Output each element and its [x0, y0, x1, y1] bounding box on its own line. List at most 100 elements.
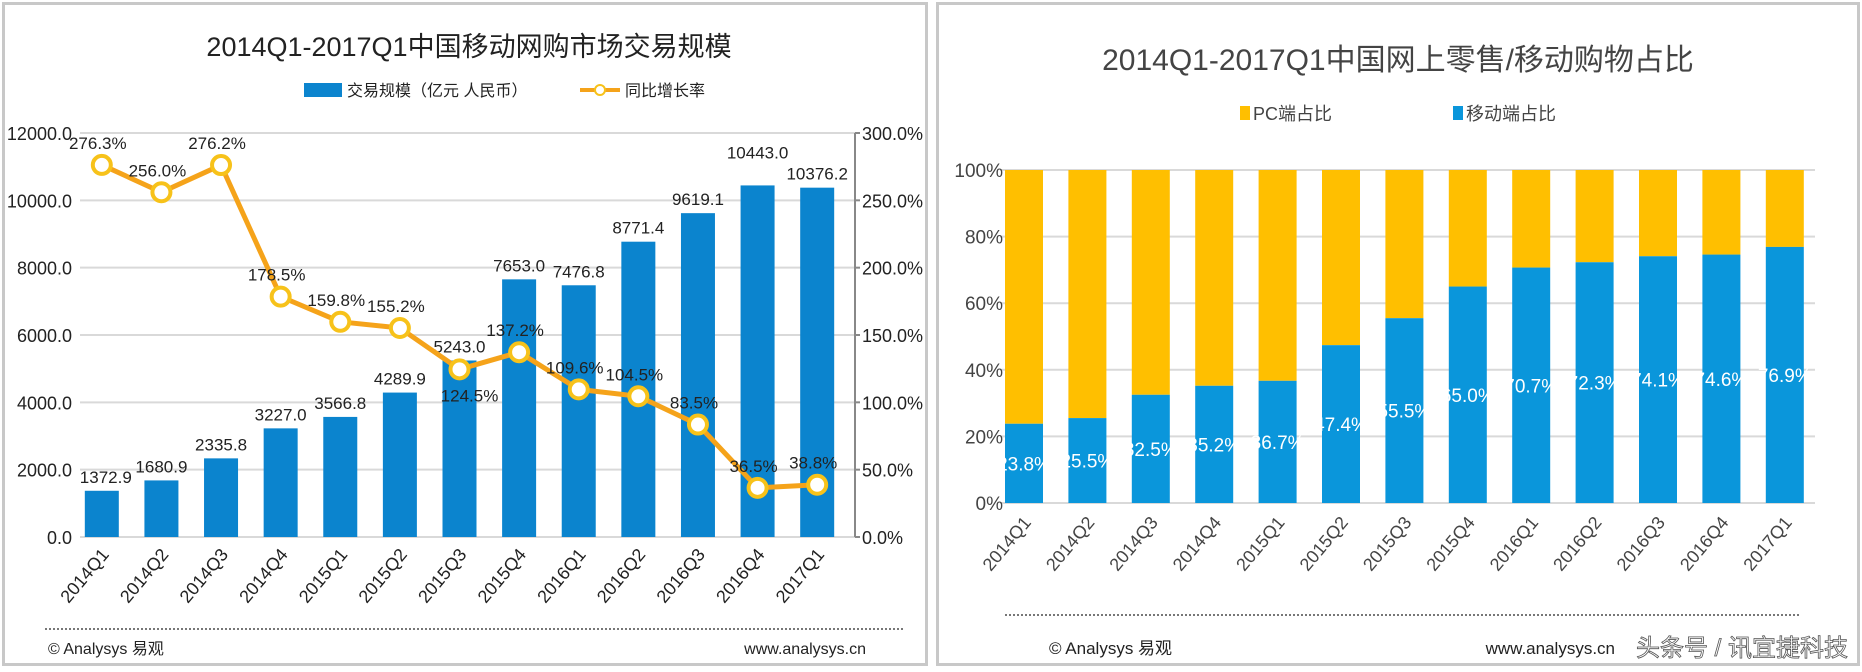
x-axis-tick-label: 2014Q3	[1105, 513, 1161, 575]
x-axis-tick-label: 2015Q4	[1422, 513, 1478, 575]
chart-title: 2014Q1-2017Q1中国移动网购市场交易规模	[206, 32, 731, 62]
growth-data-label: 109.6%	[546, 358, 604, 377]
x-axis-tick-label: 2015Q2	[354, 545, 410, 607]
watermark-text: 头条号 / 讯宜捷科技	[1636, 635, 1848, 662]
x-axis-tick-label: 2016Q1	[533, 545, 589, 607]
legend-swatch-volume	[304, 83, 342, 97]
footer-copyright: © Analysys 易观	[1049, 639, 1172, 658]
mobile-share-data-label: 76.9%	[1758, 366, 1812, 387]
legend-swatch-mobile	[1453, 106, 1463, 120]
bar-data-label: 1372.9	[80, 468, 132, 487]
bar-pc-share	[1448, 170, 1487, 287]
bar-data-label: 3227.0	[255, 405, 307, 424]
bar-data-label: 10376.2	[786, 165, 847, 184]
growth-data-label: 36.5%	[729, 457, 777, 476]
legend-label-growth: 同比增长率	[625, 82, 705, 100]
bar-pc-share	[1131, 170, 1170, 395]
footer-copyright: © Analysys 易观	[48, 641, 164, 658]
bar-pc-share	[1702, 170, 1741, 255]
x-axis-tick-label: 2014Q4	[1169, 513, 1225, 575]
bar-data-label: 2335.8	[195, 435, 247, 454]
x-axis-tick-label: 2015Q1	[1232, 513, 1288, 575]
mobile-share-data-label: 32.5%	[1124, 440, 1178, 461]
growth-point	[627, 385, 650, 408]
y-axis-tick-label: 20%	[965, 427, 1003, 448]
bar-volume	[204, 458, 239, 537]
left-axis-tick-label: 0.0	[47, 528, 72, 548]
bar-volume	[502, 279, 537, 537]
x-axis-tick-label: 2014Q3	[176, 545, 232, 607]
mobile-share-data-label: 36.7%	[1251, 433, 1305, 454]
footer-website: www.analysys.cn	[1485, 639, 1615, 658]
left-axis-tick-label: 10000.0	[7, 191, 72, 211]
bar-data-label: 5243.0	[434, 337, 486, 356]
right-axis-tick-label: 250.0%	[862, 191, 923, 211]
y-axis-tick-label: 100%	[954, 161, 1003, 182]
legend-swatch-pc	[1240, 106, 1250, 120]
mobile-share-data-label: 72.3%	[1568, 374, 1622, 395]
right-axis-tick-label: 50.0%	[862, 461, 913, 481]
growth-point	[746, 476, 769, 499]
mobile-share-data-label: 47.4%	[1314, 415, 1368, 436]
x-axis-tick-label: 2015Q3	[1359, 513, 1415, 575]
growth-data-label: 83.5%	[670, 394, 718, 413]
x-axis-tick-label: 2016Q3	[1613, 513, 1669, 575]
y-axis-tick-label: 60%	[965, 294, 1003, 315]
left-axis-tick-label: 8000.0	[17, 259, 72, 279]
right-axis-tick-label: 300.0%	[862, 124, 923, 144]
mobile-share-data-label: 35.2%	[1187, 435, 1241, 456]
bar-mobile-share	[1005, 423, 1043, 503]
left-axis-tick-label: 12000.0	[7, 124, 72, 144]
x-axis-tick-label: 2014Q4	[235, 545, 291, 607]
x-axis-tick-label: 2015Q1	[295, 545, 351, 607]
mobile-share-data-label: 74.1%	[1631, 371, 1685, 392]
growth-data-label: 124.5%	[441, 386, 499, 405]
growth-point	[269, 285, 292, 308]
bar-pc-share	[1322, 170, 1360, 346]
bar-pc-share	[1639, 170, 1677, 257]
bar-data-label: 9619.1	[672, 190, 724, 209]
x-axis-tick-label: 2016Q4	[712, 545, 768, 607]
bar-data-label: 4289.9	[374, 370, 426, 389]
bar-data-label: 7476.8	[553, 262, 605, 281]
bar-mobile-share	[1195, 385, 1234, 503]
left-axis-tick-label: 6000.0	[17, 326, 72, 346]
left-axis-tick-label: 2000.0	[17, 461, 72, 481]
growth-point	[388, 316, 411, 339]
x-axis-tick-label: 2014Q2	[1042, 513, 1098, 575]
growth-data-label: 38.8%	[789, 454, 837, 473]
right-axis-tick-label: 100.0%	[862, 393, 923, 413]
x-axis-tick-label: 2017Q1	[772, 545, 828, 607]
growth-data-label: 276.2%	[188, 134, 246, 153]
growth-point	[329, 310, 352, 333]
bar-data-label: 7653.0	[493, 256, 545, 275]
growth-point	[150, 181, 173, 204]
mobile-share-data-label: 25.5%	[1060, 452, 1114, 473]
mobile-share-data-label: 70.7%	[1504, 376, 1558, 397]
legend-marker-growth	[594, 84, 606, 96]
x-axis-tick-label: 2015Q4	[474, 545, 530, 607]
bar-pc-share	[1005, 170, 1043, 424]
x-axis-tick-label: 2016Q3	[653, 545, 709, 607]
bar-pc-share	[1575, 170, 1614, 263]
bar-mobile-share	[1068, 418, 1107, 503]
growth-point	[90, 153, 113, 176]
legend-label-volume: 交易规模（亿元 人民币）	[347, 82, 527, 100]
right-axis-tick-label: 0.0%	[862, 528, 903, 548]
bar-mobile-share	[1131, 394, 1170, 503]
bar-pc-share	[1385, 170, 1424, 319]
footer-website: www.analysys.cn	[743, 641, 866, 658]
growth-data-label: 159.8%	[307, 291, 365, 310]
x-axis-tick-label: 2017Q1	[1739, 513, 1795, 575]
x-axis-tick-label: 2014Q1	[979, 513, 1035, 575]
bar-mobile-share	[1322, 345, 1360, 503]
bar-mobile-share	[1512, 267, 1551, 503]
chart-title: 2014Q1-2017Q1中国网上零售/移动购物占比	[1102, 44, 1694, 77]
bar-pc-share	[1068, 170, 1107, 419]
bar-volume	[561, 285, 596, 537]
x-axis-tick-label: 2016Q2	[1549, 513, 1605, 575]
bar-mobile-share	[1702, 254, 1741, 503]
bar-mobile-share	[1258, 380, 1297, 503]
y-axis-tick-label: 0%	[976, 494, 1004, 515]
right-axis-tick-label: 150.0%	[862, 326, 923, 346]
